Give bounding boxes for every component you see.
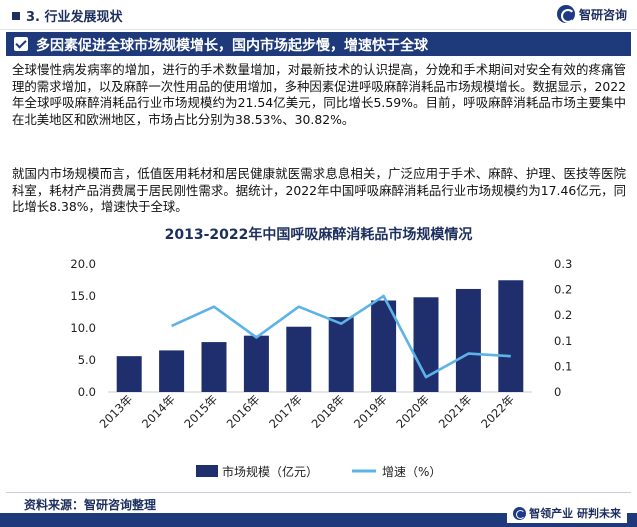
y-right-tick-label: 0.2 xyxy=(554,308,572,322)
legend-bar-label: 市场规模（亿元） xyxy=(222,464,318,479)
section-marker-icon xyxy=(12,11,20,20)
bar-2021年 xyxy=(455,288,481,392)
brand-tagline: 智领产业 研判未来 xyxy=(529,507,621,520)
chart-title: 2013-2022年中国呼吸麻醉消耗品市场规模情况 xyxy=(164,227,473,243)
top-bar: 3. 行业发展现状 智研咨询 xyxy=(0,0,637,30)
x-tick-label: 2020年 xyxy=(393,392,432,431)
y-right-tick-label: 0.1 xyxy=(554,334,572,348)
brand: 智研咨询 xyxy=(556,5,627,23)
data-source: 资料来源：智研咨询整理 xyxy=(24,498,157,512)
bar-2018年 xyxy=(328,317,354,392)
x-tick-label: 2015年 xyxy=(181,392,220,431)
bar-2019年 xyxy=(371,300,397,392)
x-tick-label: 2014年 xyxy=(139,392,178,431)
paragraph-domestic: 就国内市场规模而言，低值医用耗材和居民健康就医需求息息相关，广泛应用于手术、麻醉… xyxy=(12,166,626,215)
section-title-text: 3. 行业发展现状 xyxy=(26,10,123,25)
bar-2017年 xyxy=(286,326,312,392)
paragraph-global: 全球慢性病发病率的增加，进行的手术数量增加，对最新技术的认识提高，分娩和手术期间… xyxy=(12,62,626,127)
bar-2022年 xyxy=(498,280,524,392)
y-left-tick-label: 10.0 xyxy=(70,321,96,335)
legend-bar-swatch xyxy=(196,465,218,477)
x-tick-label: 2018年 xyxy=(309,392,348,431)
y-left-tick-label: 20.0 xyxy=(70,257,96,271)
brand-name: 智研咨询 xyxy=(578,7,627,22)
legend-line-label: 增速（%） xyxy=(382,465,441,479)
x-tick-label: 2016年 xyxy=(224,392,263,431)
headline-text: 多因素促进全球市场规模增长，国内市场起步慢，增速快于全球 xyxy=(36,38,428,54)
checkmark-icon xyxy=(14,37,28,51)
footer-divider xyxy=(6,492,631,493)
y-right-tick-label: 0.1 xyxy=(554,359,572,373)
bar-2015年 xyxy=(201,342,227,392)
headline-banner: 多因素促进全球市场规模增长，国内市场起步慢，增速快于全球 xyxy=(6,32,631,56)
growth-rate-line xyxy=(171,294,511,379)
x-tick-label: 2017年 xyxy=(266,392,305,431)
y-right-tick-label: 0.3 xyxy=(554,257,572,271)
x-tick-label: 2019年 xyxy=(351,392,390,431)
bar-2013年 xyxy=(116,356,142,392)
bar-2016年 xyxy=(243,335,269,392)
y-left-tick-label: 5.0 xyxy=(78,353,96,367)
x-tick-label: 2022年 xyxy=(478,392,517,431)
section-title: 3. 行业发展现状 xyxy=(12,6,123,25)
y-left-tick-label: 0.0 xyxy=(78,385,96,399)
brand-logo-icon xyxy=(513,506,527,520)
bottom-brand: 智领产业 研判未来 xyxy=(507,503,627,523)
bottom-bar xyxy=(0,513,637,527)
x-tick-label: 2013年 xyxy=(97,392,136,431)
brand-logo-icon xyxy=(556,5,575,23)
y-left-tick-label: 15.0 xyxy=(70,289,96,303)
y-right-tick-label: 0 xyxy=(554,385,561,399)
y-right-tick-label: 0.2 xyxy=(554,283,572,297)
bar-2014年 xyxy=(159,350,185,392)
x-tick-label: 2021年 xyxy=(436,392,475,431)
